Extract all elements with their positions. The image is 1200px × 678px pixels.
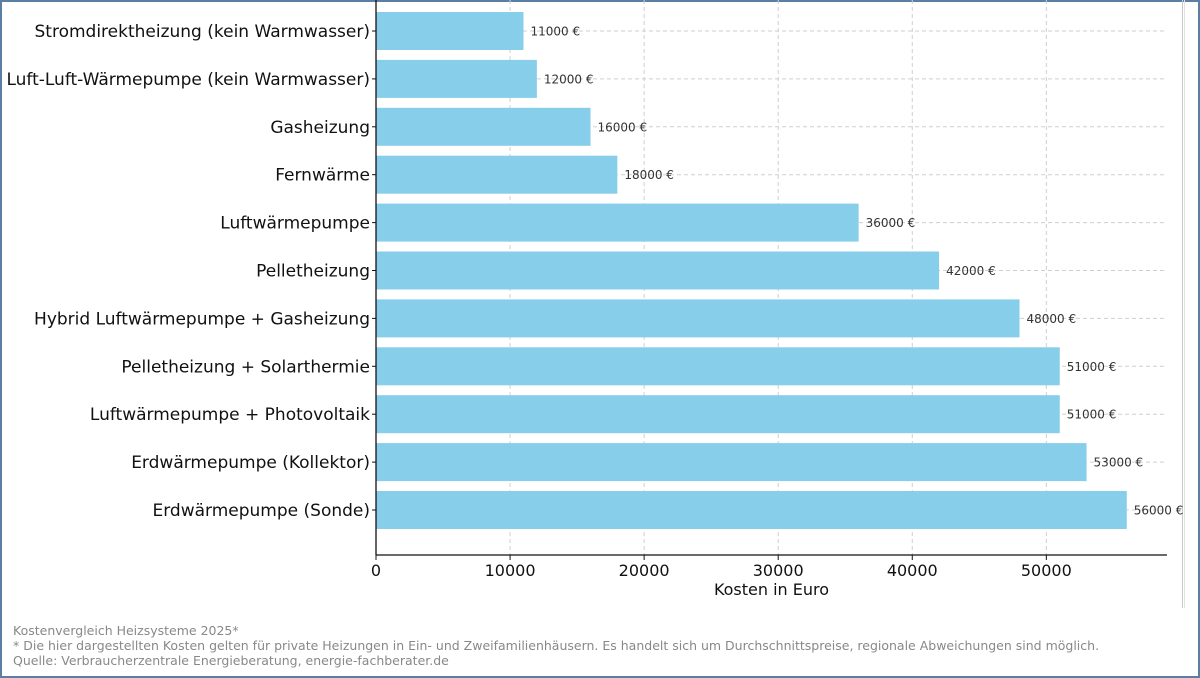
value-label: 36000 €: [866, 216, 916, 230]
value-label: 56000 €: [1134, 504, 1184, 518]
value-label: 42000 €: [946, 264, 996, 278]
value-labels: 11000 € 12000 € 16000 € 18000 € 36000 € 42000…: [530, 25, 1183, 518]
footnote-title: Kostenvergleich Heizsysteme 2025*: [13, 623, 239, 638]
bar: [376, 395, 1060, 434]
category-label: Erdwärmepumpe (Kollektor): [131, 453, 370, 473]
bar: [376, 155, 618, 194]
category-label: Hybrid Luftwärmepumpe + Gasheizung: [34, 309, 370, 329]
x-tick-label: 10000: [485, 561, 536, 580]
bar: [376, 251, 940, 290]
value-label: 53000 €: [1094, 456, 1144, 470]
category-label: Erdwärmepumpe (Sonde): [152, 501, 370, 521]
bar: [376, 107, 591, 146]
category-label: Stromdirektheizung (kein Warmwasser): [35, 22, 371, 42]
value-label: 51000 €: [1067, 408, 1117, 422]
x-axis-title: Kosten in Euro: [714, 580, 829, 599]
category-labels: Stromdirektheizung (kein Warmwasser) Luft…: [6, 22, 370, 521]
category-label: Pelletheizung: [256, 262, 370, 282]
value-label: 16000 €: [598, 120, 648, 134]
value-label: 12000 €: [544, 72, 594, 86]
category-label: Fernwärme: [275, 166, 370, 186]
category-label: Luft-Luft-Wärmepumpe (kein Warmwasser): [6, 70, 370, 90]
footnote-disclaimer: * Die hier dargestellten Kosten gelten f…: [13, 638, 1100, 653]
x-tick-label: 40000: [887, 561, 938, 580]
bar: [376, 59, 537, 98]
bar: [376, 347, 1060, 386]
x-tick-label: 30000: [753, 561, 804, 580]
x-tick-label: 0: [371, 561, 381, 580]
value-label: 18000 €: [624, 168, 674, 182]
x-tick-label: 20000: [619, 561, 670, 580]
footnote-source: Quelle: Verbraucherzentrale Energieberat…: [13, 653, 449, 668]
category-label: Luftwärmepumpe: [220, 214, 370, 234]
value-label: 48000 €: [1027, 312, 1077, 326]
bar: [376, 491, 1127, 529]
value-label: 51000 €: [1067, 360, 1117, 374]
bar: [376, 299, 1020, 338]
bar: [376, 203, 859, 242]
scrollbar-track-edge: [1184, 0, 1185, 608]
bar-chart: Stromdirektheizung (kein Warmwasser) Luft…: [6, 0, 1183, 599]
bars: [376, 12, 1127, 529]
x-ticks: 0 10000 20000 30000 40000 50000: [371, 555, 1072, 580]
scrollbar-track: [1182, 0, 1183, 608]
bar: [376, 12, 524, 50]
category-label: Gasheizung: [270, 118, 370, 138]
bar: [376, 443, 1087, 482]
category-label: Pelletheizung + Solarthermie: [121, 357, 370, 377]
axes: [372, 0, 1167, 556]
value-label: 11000 €: [530, 25, 580, 39]
category-label: Luftwärmepumpe + Photovoltaik: [90, 405, 370, 425]
x-tick-label: 50000: [1021, 561, 1072, 580]
